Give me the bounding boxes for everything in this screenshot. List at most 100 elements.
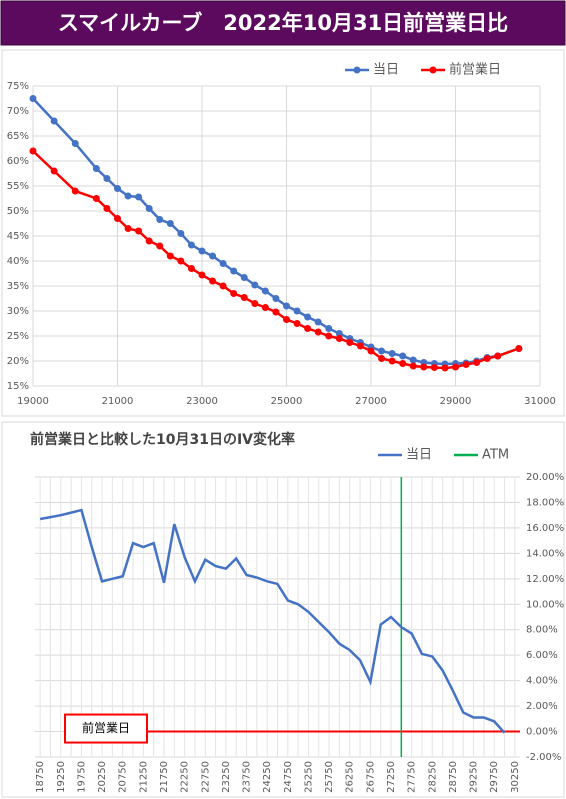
marker — [441, 364, 449, 372]
marker — [409, 356, 417, 364]
x-tick-label: 27250 — [386, 761, 397, 793]
marker — [409, 362, 417, 370]
marker — [272, 295, 280, 302]
marker — [114, 215, 121, 222]
marker — [103, 205, 111, 212]
marker — [483, 355, 491, 362]
y-tick-label: 18.00% — [526, 497, 564, 508]
annotation-box — [64, 713, 148, 744]
x-tick-label: 19750 — [76, 761, 87, 793]
marker — [367, 347, 375, 355]
marker — [494, 352, 502, 360]
x-tick-label: 21750 — [159, 761, 170, 793]
x-tick-label: 21000 — [102, 396, 134, 407]
x-tick-label: 29750 — [489, 761, 500, 793]
marker — [346, 339, 354, 346]
x-tick-label: 23000 — [186, 396, 218, 407]
x-tick-label: 30250 — [510, 761, 521, 793]
x-tick-label: 26250 — [345, 761, 356, 793]
marker — [388, 357, 396, 365]
marker — [103, 175, 111, 182]
legend-marker — [429, 66, 437, 74]
x-tick-label: 25750 — [324, 761, 335, 793]
x-tick-label: 25000 — [271, 396, 303, 407]
legend-label: 前営業日 — [449, 62, 501, 78]
marker — [71, 187, 79, 195]
y-tick-label: 8.00% — [526, 625, 558, 636]
y-tick-label: -2.00% — [526, 752, 561, 763]
marker — [240, 294, 248, 301]
marker — [124, 225, 132, 232]
marker — [230, 290, 238, 297]
y-tick-label: 16.00% — [526, 523, 564, 534]
marker — [314, 318, 322, 326]
marker — [166, 220, 174, 227]
marker — [293, 320, 301, 327]
y-tick-label: 35% — [7, 281, 29, 292]
marker — [314, 328, 322, 336]
marker — [135, 227, 143, 235]
y-tick-label: 20% — [7, 356, 29, 367]
y-tick-label: 70% — [7, 106, 29, 117]
marker — [230, 267, 238, 275]
legend-marker — [353, 66, 361, 74]
marker — [283, 316, 290, 323]
x-tick-label: 28750 — [448, 761, 459, 793]
x-tick-label: 23250 — [221, 761, 232, 793]
x-tick-label: 29250 — [469, 761, 480, 793]
y-tick-label: 40% — [7, 256, 29, 267]
marker — [114, 185, 121, 192]
x-tick-label: 24750 — [283, 761, 294, 793]
y-tick-label: 15% — [7, 381, 29, 392]
marker — [293, 307, 301, 315]
marker — [378, 347, 386, 355]
x-tick-label: 20750 — [118, 761, 129, 793]
marker — [378, 355, 386, 362]
marker — [219, 260, 227, 267]
y-tick-label: 4.00% — [526, 676, 558, 687]
y-tick-label: 65% — [7, 131, 29, 142]
marker — [124, 192, 132, 200]
y-tick-label: 14.00% — [526, 548, 564, 559]
legend-label: 当日 — [373, 63, 399, 78]
x-tick-label: 20250 — [97, 761, 108, 793]
marker — [261, 287, 269, 295]
marker — [71, 140, 79, 147]
y-tick-label: 2.00% — [526, 701, 558, 712]
x-tick-label: 21250 — [138, 761, 149, 793]
y-tick-label: 50% — [7, 206, 29, 217]
marker — [219, 282, 227, 290]
marker — [251, 281, 259, 289]
y-tick-label: 0.00% — [526, 727, 558, 738]
marker — [145, 237, 153, 245]
x-tick-label: 27000 — [355, 396, 387, 407]
marker — [50, 117, 58, 125]
marker — [145, 205, 153, 212]
marker — [50, 167, 58, 175]
marker — [388, 350, 396, 357]
marker — [452, 363, 459, 371]
x-tick-label: 28250 — [427, 761, 438, 793]
marker — [187, 265, 195, 272]
marker — [92, 165, 100, 172]
marker — [166, 252, 174, 260]
marker — [187, 241, 195, 249]
x-tick-label: 19000 — [17, 396, 49, 407]
marker — [198, 247, 206, 255]
chart-title: 前営業日と比較した10月31日のIV変化率 — [30, 431, 295, 448]
marker — [209, 252, 217, 260]
marker — [177, 230, 185, 237]
marker — [473, 359, 481, 366]
marker — [29, 95, 37, 102]
y-tick-label: 6.00% — [526, 650, 558, 661]
marker — [462, 361, 470, 368]
header-bar — [0, 0, 566, 46]
x-tick-label: 24250 — [262, 761, 273, 793]
y-tick-label: 12.00% — [526, 574, 564, 585]
x-tick-label: 22750 — [200, 761, 211, 793]
y-tick-label: 25% — [7, 331, 29, 342]
marker — [92, 195, 100, 202]
x-tick-label: 23750 — [242, 761, 253, 793]
marker — [156, 216, 164, 223]
